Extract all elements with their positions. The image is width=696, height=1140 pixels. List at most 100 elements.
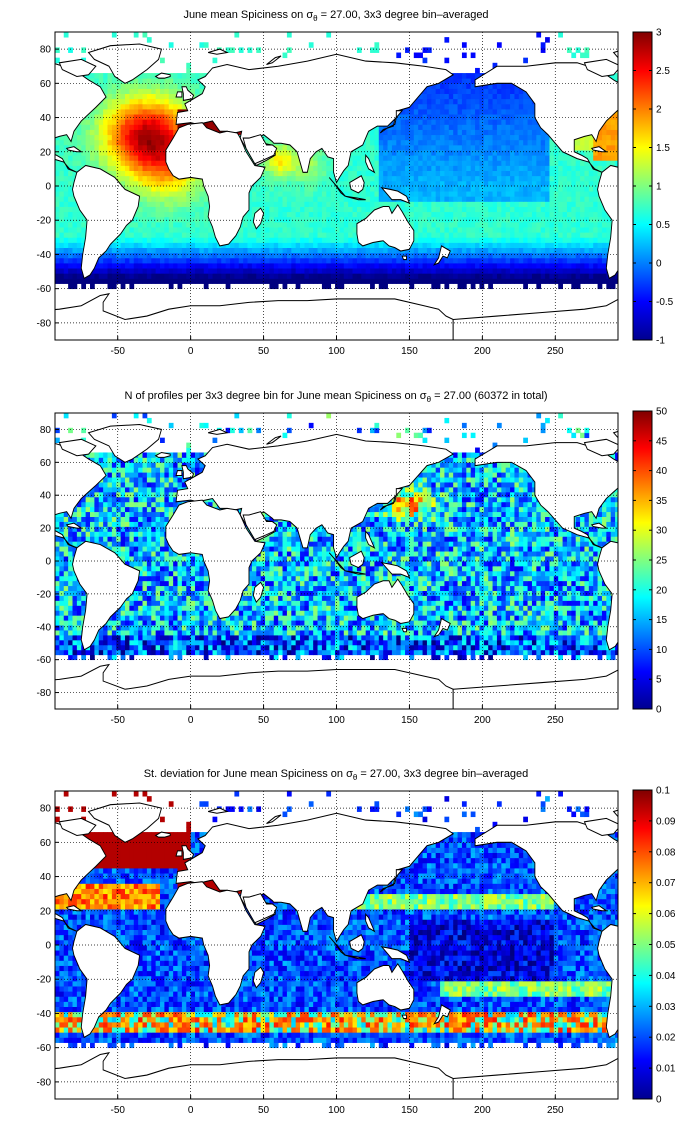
y-tick-label: 80 — [40, 425, 52, 436]
colorbar-tick-label: 0.07 — [656, 878, 676, 889]
x-tick-label: 50 — [258, 1105, 270, 1116]
colorbar-tick-label: -1 — [656, 336, 665, 347]
y-tick-label: 80 — [40, 804, 52, 815]
y-tick-label: 80 — [40, 45, 52, 56]
x-tick-label: 0 — [188, 346, 194, 357]
y-tick-label: -20 — [37, 589, 52, 600]
colorbar-ticks-std: 0 0.01 0.02 0.03 0.04 0.05 0.06 0.07 0.08 0.09 0.1 — [633, 786, 676, 1106]
colorbar-tick-label: 0.01 — [656, 1064, 676, 1075]
map-count — [55, 413, 618, 709]
colorbar-tick-label: 0 — [656, 1095, 662, 1106]
x-tick-label: -50 — [110, 715, 125, 726]
colorbar-tick-label: 50 — [656, 407, 668, 418]
y-ticks-std: 80 60 40 20 0 -20 -40 -60 -80 — [37, 804, 59, 1088]
x-tick-label: 50 — [258, 346, 270, 357]
colorbar-tick-label: 0.08 — [656, 847, 676, 858]
y-tick-label: 20 — [40, 524, 52, 535]
colorbar-tick-label: 0 — [656, 259, 662, 270]
colorbar-tick-label: 30 — [656, 526, 668, 537]
colorbar-tick-label: 2 — [656, 105, 662, 116]
x-tick-label: 250 — [547, 346, 564, 357]
x-tick-label: 0 — [188, 1105, 194, 1116]
y-tick-label: 60 — [40, 458, 52, 469]
y-tick-label: 0 — [45, 941, 51, 952]
y-tick-label: -80 — [37, 688, 52, 699]
x-tick-label: 200 — [474, 715, 491, 726]
y-tick-label: -20 — [37, 216, 52, 227]
title-count: N of profiles per 3x3 degree bin for Jun… — [124, 390, 547, 404]
map-std — [55, 791, 618, 1099]
grid-std — [55, 791, 618, 1099]
x-ticks-count: -50 0 50 100 150 200 250 — [110, 705, 564, 726]
x-tick-label: 0 — [188, 715, 194, 726]
colorbar-tick-label: 3 — [656, 28, 662, 39]
colorbar-tick-label: 0.03 — [656, 1002, 676, 1013]
colorbar-tick-label: 15 — [656, 615, 668, 626]
x-ticks-mean: -50 0 50 100 150 200 250 — [110, 336, 564, 357]
y-tick-label: 40 — [40, 491, 52, 502]
y-ticks-mean: 80 60 40 20 0 -20 -40 -60 -80 — [37, 45, 59, 329]
x-tick-label: -50 — [110, 346, 125, 357]
colorbar-ticks-mean: -1 -0.5 0 0.5 1 1.5 2 2.5 3 — [633, 28, 674, 347]
colorbar-tick-label: 0.04 — [656, 971, 676, 982]
x-tick-label: 50 — [258, 715, 270, 726]
x-tick-label: 150 — [401, 346, 418, 357]
grid-count — [55, 413, 618, 709]
x-tick-label: -50 — [110, 1105, 125, 1116]
y-tick-label: 60 — [40, 838, 52, 849]
grid-mean — [55, 32, 618, 340]
y-tick-label: 40 — [40, 113, 52, 124]
colorbar-tick-label: 0 — [656, 705, 662, 716]
title-std: St. deviation for June mean Spiciness on… — [144, 768, 529, 782]
y-tick-label: -20 — [37, 975, 52, 986]
y-tick-label: -60 — [37, 1043, 52, 1054]
y-tick-label: -40 — [37, 250, 52, 261]
colorbar-tick-label: 0.1 — [656, 786, 670, 797]
x-tick-label: 200 — [474, 1105, 491, 1116]
colorbar-tick-label: 35 — [656, 496, 668, 507]
colorbar-tick-label: 5 — [656, 675, 662, 686]
colorbar-tick-label: 20 — [656, 585, 668, 596]
y-tick-label: 60 — [40, 79, 52, 90]
map-mean — [55, 32, 618, 340]
panel-count: N of profiles per 3x3 degree bin for Jun… — [37, 390, 668, 726]
y-tick-label: -60 — [37, 655, 52, 666]
y-tick-label: -40 — [37, 622, 52, 633]
panel-mean: June mean Spiciness on σθ = 27.00, 3x3 d… — [37, 9, 674, 357]
colorbar-tick-label: 45 — [656, 436, 668, 447]
colorbar-tick-label: 0.02 — [656, 1033, 676, 1044]
colorbar-tick-label: 2.5 — [656, 66, 670, 77]
panel-std: St. deviation for June mean Spiciness on… — [37, 768, 676, 1116]
colorbar-tick-label: 10 — [656, 645, 668, 656]
y-tick-label: -40 — [37, 1009, 52, 1020]
colorbar-tick-label: 0.06 — [656, 909, 676, 920]
colorbar-tick-label: 0.5 — [656, 220, 670, 231]
y-tick-label: -80 — [37, 1077, 52, 1088]
x-tick-label: 100 — [328, 715, 345, 726]
colorbar-ticks-count: 0 5 10 15 20 25 30 35 40 45 50 — [633, 407, 668, 716]
colorbar-tick-label: 1 — [656, 182, 662, 193]
x-tick-label: 250 — [547, 1105, 564, 1116]
y-tick-label: 20 — [40, 906, 52, 917]
x-tick-label: 250 — [547, 715, 564, 726]
y-ticks-count: 80 60 40 20 0 -20 -40 -60 -80 — [37, 425, 59, 699]
y-tick-label: 40 — [40, 872, 52, 883]
title-mean: June mean Spiciness on σθ = 27.00, 3x3 d… — [183, 9, 488, 23]
colorbar-tick-label: 0.05 — [656, 940, 676, 951]
y-tick-label: 0 — [45, 557, 51, 568]
x-ticks-std: -50 0 50 100 150 200 250 — [110, 1095, 564, 1116]
y-tick-label: -60 — [37, 284, 52, 295]
colorbar-tick-label: 25 — [656, 556, 668, 567]
x-tick-label: 100 — [328, 1105, 345, 1116]
colorbar-tick-label: -0.5 — [656, 297, 674, 308]
y-tick-label: -80 — [37, 318, 52, 329]
colorbar-tick-label: 0.09 — [656, 816, 676, 827]
y-tick-label: 0 — [45, 182, 51, 193]
colorbar-tick-label: 40 — [656, 466, 668, 477]
y-tick-label: 20 — [40, 147, 52, 158]
x-tick-label: 150 — [401, 715, 418, 726]
x-tick-label: 200 — [474, 346, 491, 357]
x-tick-label: 100 — [328, 346, 345, 357]
colorbar-tick-label: 1.5 — [656, 143, 670, 154]
